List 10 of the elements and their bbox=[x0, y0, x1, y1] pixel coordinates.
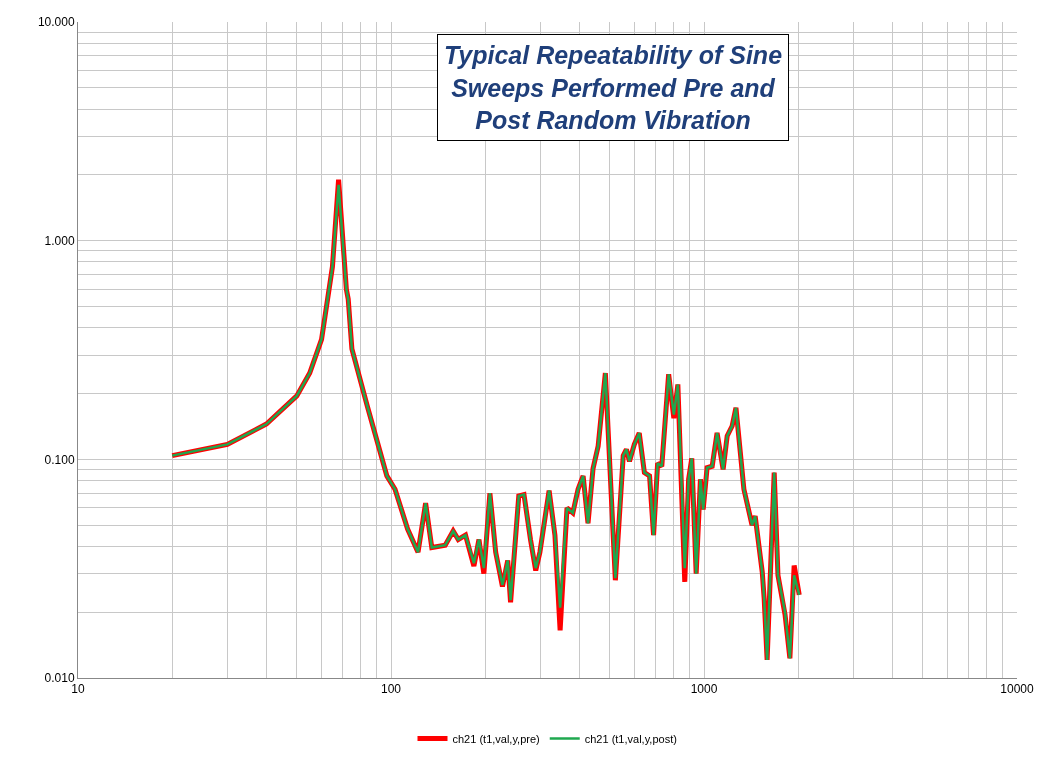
x-tick-label: 100 bbox=[380, 682, 402, 697]
y-tick-label: 0.100 bbox=[44, 452, 75, 467]
y-tick-label: 10.000 bbox=[37, 15, 75, 30]
legend-label: ch21 (t1,val,y,pre) bbox=[452, 732, 540, 745]
y-tick-label: 1.000 bbox=[44, 233, 75, 248]
x-tick-label: 10 bbox=[71, 682, 85, 697]
text: Typical Repeatability of Sine Sweeps Performed Pre and Post Random Vibration bbox=[444, 41, 783, 134]
legend-label: ch21 (t1,val,y,post) bbox=[584, 732, 677, 745]
x-tick-label: 1000 bbox=[690, 682, 718, 697]
x-tick-label: 10000 bbox=[1000, 682, 1035, 697]
